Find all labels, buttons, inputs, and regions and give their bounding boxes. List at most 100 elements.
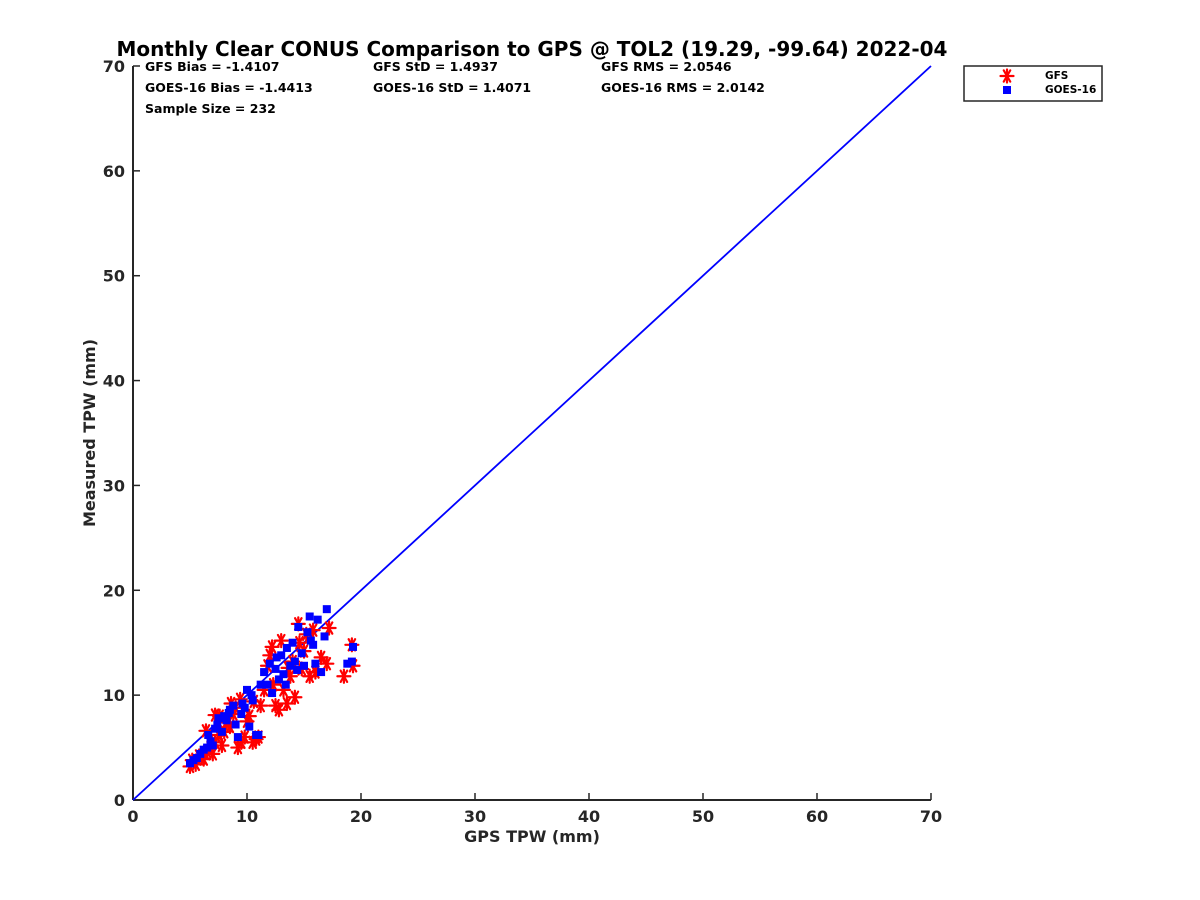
- goes-rms-stat: GOES-16 RMS = 2.0142: [601, 80, 765, 95]
- gfs-point: [287, 689, 303, 705]
- legend-goes-label: GOES-16: [1045, 84, 1096, 96]
- legend-box: [963, 65, 1103, 102]
- goes16-point: [290, 657, 299, 666]
- y-tick-label: 30: [103, 476, 125, 495]
- goes16-point: [286, 661, 295, 670]
- goes16-point: [265, 659, 274, 668]
- goes16-point: [347, 657, 356, 666]
- goes16-point: [349, 642, 358, 651]
- sample-size-stat: Sample Size = 232: [145, 101, 276, 116]
- goes16-point: [231, 720, 240, 729]
- goes16-point: [203, 743, 212, 752]
- chart-title: Monthly Clear CONUS Comparison to GPS @ …: [117, 37, 948, 61]
- gfs-point: [336, 668, 352, 684]
- goes16-point: [293, 665, 302, 674]
- x-tick-label: 30: [464, 807, 486, 826]
- goes16-point: [208, 741, 217, 750]
- goes16-point: [281, 680, 290, 689]
- stats-block: GFS Bias = -1.4107 GFS StD = 1.4937 GFS …: [145, 59, 765, 116]
- gfs-std-stat: GFS StD = 1.4937: [373, 59, 498, 74]
- goes16-point: [245, 722, 254, 731]
- y-tick-label: 40: [103, 372, 125, 391]
- goes16-point: [272, 653, 281, 662]
- goes16-point: [271, 664, 280, 673]
- goes16-point: [224, 708, 233, 717]
- y-tick-label: 10: [103, 686, 125, 705]
- goes16-point: [297, 649, 306, 658]
- goes16-point: [320, 632, 329, 641]
- gfs-point: [319, 656, 335, 672]
- x-tick-label: 10: [236, 807, 258, 826]
- gfs-rms-stat: GFS RMS = 2.0546: [601, 59, 732, 74]
- x-tick-label: 20: [350, 807, 372, 826]
- goes16-point: [233, 733, 242, 742]
- goes16-point: [305, 612, 314, 621]
- goes16-point: [263, 680, 272, 689]
- y-tick-label: 0: [114, 791, 125, 810]
- x-tick-label: 0: [127, 807, 138, 826]
- gfs-point: [214, 737, 230, 754]
- goes16-point: [282, 643, 291, 652]
- legend-gfs-label: GFS: [1045, 70, 1068, 82]
- axis-ticks: 0 10 20 30 40 50 60 70 0 10 20 30 40 50 60 70: [103, 57, 942, 826]
- goes16-point: [309, 640, 318, 649]
- goes16-point: [274, 675, 283, 684]
- goes16-point: [206, 737, 215, 746]
- goes16-point: [254, 730, 263, 739]
- goes16-point: [222, 716, 231, 725]
- goes16-point: [311, 659, 320, 668]
- goes16-point: [220, 712, 229, 721]
- x-tick-label: 40: [578, 807, 600, 826]
- x-axis-label: GPS TPW (mm): [464, 827, 600, 846]
- goes16-point: [288, 638, 297, 647]
- goes16-point: [313, 615, 322, 624]
- goes16-point: [306, 636, 315, 645]
- y-tick-label: 60: [103, 162, 125, 181]
- goes16-point: [237, 710, 246, 719]
- goes16-point: [300, 661, 308, 670]
- goes16-point: [196, 749, 205, 758]
- x-tick-label: 70: [920, 807, 942, 826]
- goes16-point: [256, 680, 265, 689]
- legend: GFS GOES-16: [963, 65, 1103, 102]
- legend-gfs-asterisk: [999, 68, 1015, 84]
- legend-gfs-marker: [999, 68, 1015, 84]
- goes16-point: [240, 703, 249, 712]
- gfs-point: [321, 620, 337, 636]
- gfs-point: [291, 635, 308, 651]
- one-to-one-line: [132, 65, 932, 801]
- y-tick-label: 50: [103, 267, 125, 286]
- goes-bias-stat: GOES-16 Bias = -1.4413: [145, 80, 313, 95]
- goes16-point: [211, 724, 220, 733]
- gfs-point: [241, 708, 257, 724]
- legend-goes-marker: [1003, 86, 1011, 94]
- goes16-point: [260, 668, 269, 677]
- goes16-point: [214, 714, 223, 723]
- goes16-point: [303, 628, 312, 637]
- goes16-point: [243, 685, 251, 694]
- data-markers: [182, 605, 361, 775]
- goes16-point: [268, 689, 277, 698]
- x-tick-label: 60: [806, 807, 828, 826]
- goes16-point: [192, 754, 201, 763]
- y-tick-label: 20: [103, 581, 125, 600]
- goes16-point: [238, 699, 247, 708]
- goes16-point: [213, 720, 222, 729]
- y-tick-label: 70: [103, 57, 125, 76]
- plot-area: 0 10 20 30 40 50 60 70 0 10 20 30 40 50 60 70: [103, 57, 942, 826]
- gfs-point: [264, 639, 280, 655]
- goes16-point: [248, 696, 257, 705]
- goes16-point: [247, 691, 256, 700]
- goes16-point: [317, 668, 326, 677]
- goes16-point: [204, 730, 213, 739]
- goes16-point: [294, 622, 303, 631]
- goes16-point: [217, 727, 226, 736]
- goes-std-stat: GOES-16 StD = 1.4071: [373, 80, 531, 95]
- goes16-point: [277, 651, 286, 660]
- gfs-bias-stat: GFS Bias = -1.4107: [145, 59, 279, 74]
- goes16-point: [229, 701, 238, 710]
- goes16-point: [279, 670, 288, 679]
- goes16-point: [343, 659, 352, 668]
